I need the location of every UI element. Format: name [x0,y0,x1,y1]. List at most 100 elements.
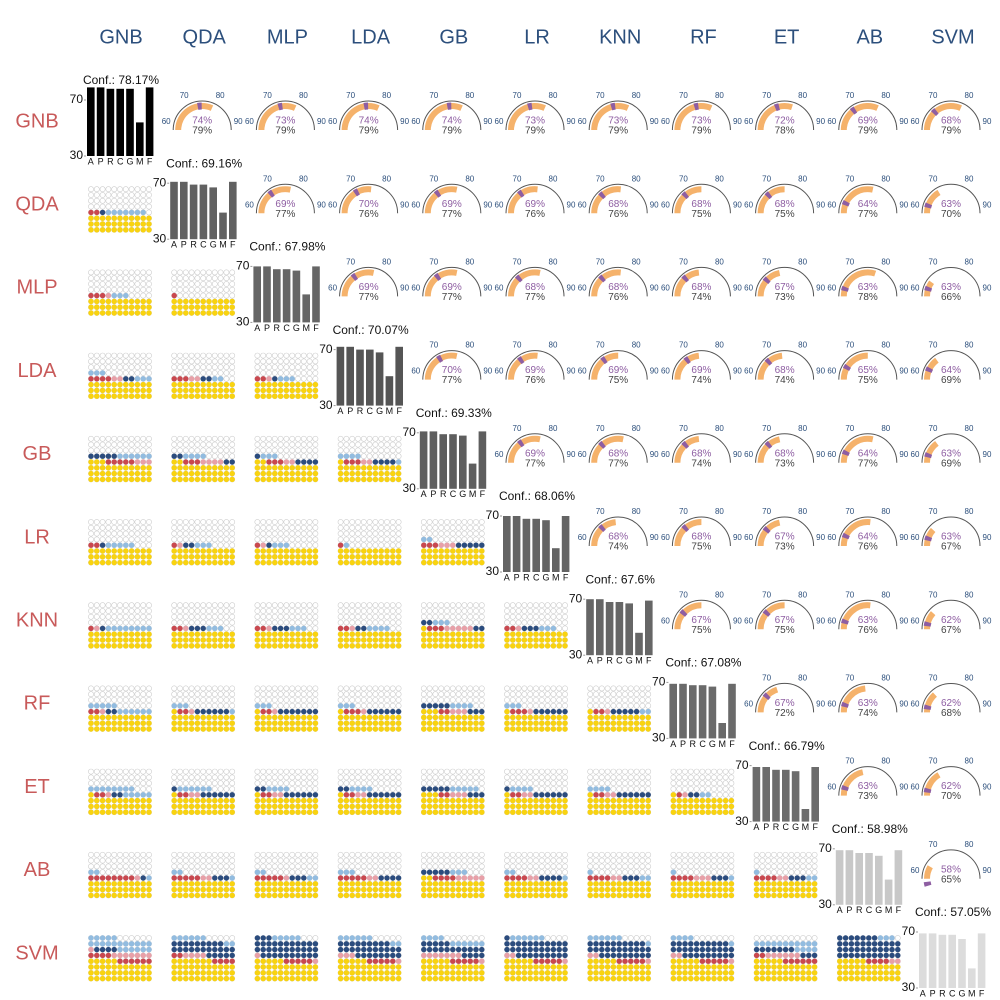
dot [146,714,152,721]
empty-dot [134,203,141,210]
bar [791,771,800,822]
dot [128,227,135,233]
dot [88,370,94,376]
empty-dot [254,530,261,537]
row-header: GB [23,443,52,465]
empty-dot [384,519,390,525]
empty-dot [266,602,272,609]
dot [587,714,593,721]
dot [384,548,390,554]
empty-dot [111,197,118,204]
dot [343,470,350,477]
gauge-tick-label: 80 [965,840,974,849]
empty-dot [521,685,528,692]
dot [473,559,479,566]
empty-dot [289,524,296,531]
gauge-value: 67% [775,698,795,709]
dot [467,625,473,632]
dot [140,453,146,459]
dot [105,209,112,216]
empty-dot [254,768,261,775]
empty-dot [194,352,201,359]
dot [283,786,290,792]
dot [349,786,355,792]
empty-dot [217,292,224,299]
dot [117,292,123,299]
gauge-marker [764,357,773,366]
empty-dot [366,613,373,620]
gauge-frame [838,100,898,131]
empty-dot [188,519,195,525]
dot [361,720,367,726]
gauge-marker [517,356,525,365]
gauge-frame [921,183,981,214]
dot [306,476,313,483]
dot [117,554,123,560]
bar [439,434,447,489]
dot [622,714,628,721]
empty-dot [562,608,568,614]
empty-dot [289,352,296,359]
dot [171,453,177,459]
dot [349,714,355,721]
dot [194,797,201,804]
empty-dot [306,786,313,792]
empty-dot [206,364,212,371]
dot [556,643,562,649]
empty-dot [478,519,485,525]
dot [421,714,427,721]
dot [539,643,545,649]
gauge-tick-label: 90 [899,700,908,709]
dot [366,708,373,715]
dot [171,809,177,815]
dot [384,637,390,643]
gauge-value: 68% [608,282,628,293]
gauge-value: 69% [858,116,878,127]
dot [306,548,313,554]
empty-dot [349,530,356,537]
dot [343,714,350,721]
dot [134,470,141,477]
empty-dot [366,774,373,781]
empty-dot [271,768,278,775]
empty-dot [426,602,433,609]
dot [504,703,510,709]
empty-dot [645,691,652,698]
dot [283,381,290,388]
empty-dot [223,619,230,626]
gauge-bar [757,436,781,463]
gauge-tick-label: 90 [899,533,908,542]
dot [206,298,212,305]
empty-dot [355,542,361,549]
empty-dot [515,685,522,692]
empty-dot [587,702,594,709]
empty-dot [622,691,628,698]
empty-dot [337,435,344,442]
x-tick-label: M [552,572,560,582]
dot [105,542,112,548]
dot [337,548,344,554]
empty-dot [538,608,545,614]
gauge-frame [838,599,898,630]
dot [94,215,100,221]
empty-dot [211,608,218,614]
empty-dot [449,536,456,543]
gauge-tick-label: 90 [400,284,409,293]
dot [533,631,539,637]
empty-dot [544,613,551,620]
gauge-marker [841,701,849,708]
gauge-tick-label: 60 [827,700,836,709]
empty-dot [146,286,152,293]
empty-dot [254,441,261,448]
x-tick-label: R [107,156,114,166]
empty-dot [639,702,646,709]
empty-dot [128,619,135,626]
empty-dot [266,530,272,537]
empty-dot [467,519,474,525]
empty-dot [194,768,201,775]
empty-dot [295,536,301,543]
empty-dot [461,519,468,525]
dot [301,720,307,726]
empty-dot [229,697,236,703]
gauge-value: 78% [858,292,878,303]
